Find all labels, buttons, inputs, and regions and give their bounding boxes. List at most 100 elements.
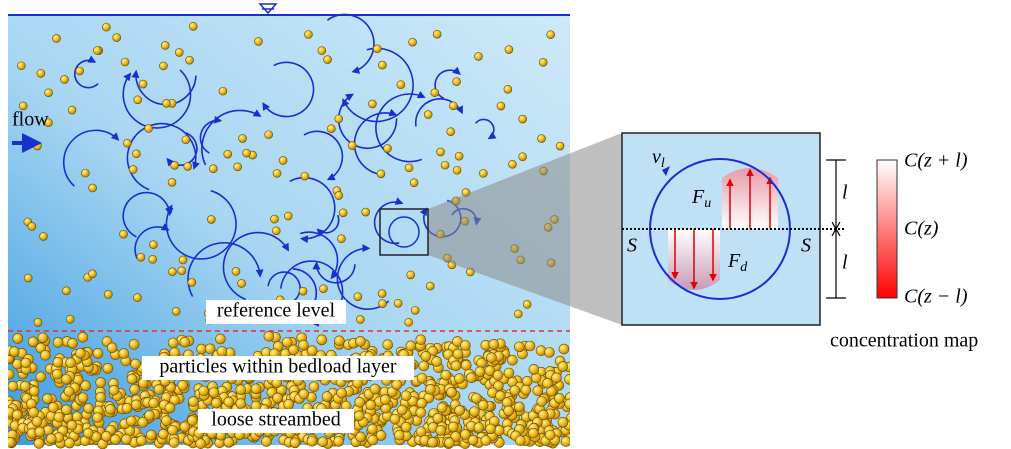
particle [21, 358, 31, 368]
particle [497, 102, 505, 110]
particle [448, 422, 458, 432]
particle [188, 278, 196, 286]
particle [521, 385, 531, 395]
particle [184, 162, 192, 170]
particle [154, 384, 164, 394]
particle [149, 398, 159, 408]
particle [299, 389, 309, 399]
particle [460, 429, 470, 439]
particle [224, 437, 234, 447]
particle [62, 287, 70, 295]
particle [366, 400, 376, 410]
particle [37, 69, 45, 77]
particle [13, 333, 23, 343]
particle [121, 58, 129, 66]
particle [83, 428, 93, 438]
particle [178, 380, 188, 390]
particle [416, 335, 426, 345]
particle [394, 430, 404, 440]
particle [453, 349, 463, 359]
particle [61, 374, 71, 384]
particle [35, 427, 45, 437]
particle [411, 306, 419, 314]
particle [339, 209, 347, 217]
particle [26, 399, 36, 409]
particle [158, 429, 168, 439]
particle [307, 436, 317, 446]
particle [232, 267, 240, 275]
force-symbol: F [727, 250, 741, 272]
section-label: S [627, 235, 637, 257]
particle [424, 111, 432, 119]
particle [298, 340, 308, 350]
particle [478, 400, 488, 410]
particle [134, 96, 142, 104]
force-subscript: u [704, 196, 711, 211]
particle [354, 293, 362, 301]
particle [67, 420, 77, 430]
particle [34, 438, 44, 448]
particle [180, 337, 190, 347]
particle [334, 336, 344, 346]
particle [449, 102, 457, 110]
particle [348, 142, 356, 150]
particle [76, 67, 84, 75]
particle [486, 424, 496, 434]
force-subscript: d [740, 260, 748, 275]
particle [466, 373, 476, 383]
particle [78, 393, 88, 403]
particle [4, 369, 14, 379]
particle [401, 422, 411, 432]
particle [335, 192, 343, 200]
colorbar [877, 160, 897, 298]
particle [127, 374, 137, 384]
particle [454, 374, 464, 384]
particle [168, 178, 176, 186]
particle [168, 268, 176, 276]
particle [103, 363, 113, 373]
particle [409, 38, 417, 46]
particle [554, 393, 564, 403]
particle [149, 255, 157, 263]
particle [144, 410, 154, 420]
particle [186, 56, 194, 64]
particle [89, 270, 97, 278]
particle [417, 373, 427, 383]
particle [299, 287, 307, 295]
particle [93, 413, 103, 423]
particle [209, 165, 217, 173]
particle [113, 34, 121, 42]
particle [377, 170, 385, 178]
colorbar-label: C(z − l) [904, 286, 968, 308]
particle [270, 215, 278, 223]
particle [40, 350, 50, 360]
particle [54, 412, 64, 422]
particle [209, 388, 219, 398]
particle [368, 100, 376, 108]
section-label: S [801, 235, 811, 257]
particle [207, 215, 215, 223]
particle [93, 47, 101, 55]
particle [335, 115, 343, 123]
particle [523, 300, 531, 308]
particle [265, 131, 273, 139]
particle [165, 403, 175, 413]
bedload-label: particles within bedload layer [159, 356, 396, 378]
particle [132, 150, 140, 158]
particle [401, 391, 411, 401]
particle [392, 380, 402, 390]
particle [373, 45, 381, 53]
particle [29, 386, 39, 396]
length-label: l [842, 252, 848, 274]
particle [188, 397, 198, 407]
particle [251, 384, 261, 394]
particle [547, 31, 555, 39]
particle [234, 163, 242, 171]
particle [254, 37, 262, 45]
particle [504, 85, 512, 93]
particle [565, 374, 575, 384]
particle [380, 395, 390, 405]
particle [168, 338, 178, 348]
particle [428, 437, 438, 447]
particle [53, 337, 63, 347]
